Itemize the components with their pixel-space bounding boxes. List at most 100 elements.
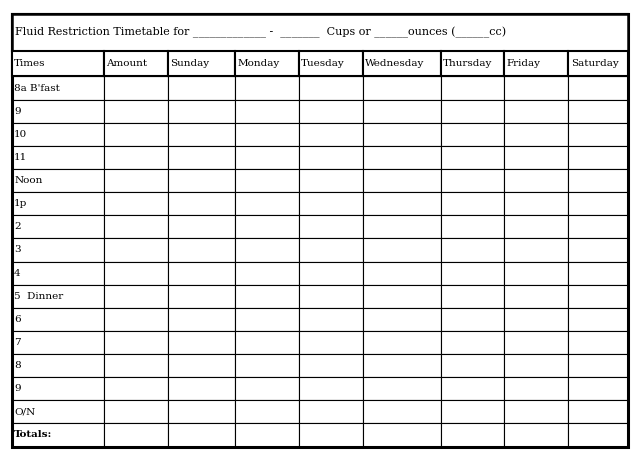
Text: 5  Dinner: 5 Dinner <box>14 292 63 301</box>
Bar <box>168 100 235 123</box>
Bar <box>168 354 235 377</box>
Bar <box>568 285 628 308</box>
Bar <box>568 100 628 123</box>
Bar <box>299 50 362 76</box>
Bar <box>104 239 168 262</box>
Bar <box>235 50 299 76</box>
Bar <box>362 76 440 100</box>
Bar <box>104 169 168 192</box>
Bar <box>235 400 299 424</box>
Text: 9: 9 <box>14 107 20 116</box>
Bar <box>568 215 628 239</box>
Bar <box>504 400 568 424</box>
Text: 9: 9 <box>14 384 20 393</box>
Bar <box>299 123 362 146</box>
Bar <box>504 192 568 215</box>
Bar <box>104 192 168 215</box>
Text: Thursday: Thursday <box>443 59 493 68</box>
Bar <box>104 76 168 100</box>
Text: 7: 7 <box>14 338 20 347</box>
Text: Totals:: Totals: <box>14 431 52 440</box>
Bar <box>504 50 568 76</box>
Bar <box>440 377 504 400</box>
Bar <box>362 331 440 354</box>
Bar <box>568 262 628 285</box>
Bar <box>362 146 440 169</box>
Bar <box>299 354 362 377</box>
Bar <box>12 285 104 308</box>
Bar <box>12 239 104 262</box>
Bar <box>235 100 299 123</box>
Bar <box>440 331 504 354</box>
Bar <box>299 308 362 331</box>
Bar <box>504 215 568 239</box>
Bar <box>362 192 440 215</box>
Bar <box>168 377 235 400</box>
Bar <box>440 50 504 76</box>
Bar <box>440 285 504 308</box>
Bar <box>104 50 168 76</box>
Bar <box>299 262 362 285</box>
Bar <box>168 192 235 215</box>
Bar <box>504 169 568 192</box>
Bar <box>299 331 362 354</box>
Bar <box>12 331 104 354</box>
Bar <box>12 400 104 424</box>
Bar <box>440 215 504 239</box>
Bar <box>168 76 235 100</box>
Bar <box>440 308 504 331</box>
Bar <box>168 424 235 447</box>
Bar <box>504 331 568 354</box>
Bar <box>299 400 362 424</box>
Bar <box>168 239 235 262</box>
Bar <box>440 239 504 262</box>
Bar <box>440 400 504 424</box>
Bar <box>504 354 568 377</box>
Text: Tuesday: Tuesday <box>301 59 345 68</box>
Bar <box>168 146 235 169</box>
Bar <box>362 377 440 400</box>
Bar <box>104 308 168 331</box>
Bar <box>235 239 299 262</box>
Bar <box>362 169 440 192</box>
Bar <box>12 424 104 447</box>
Bar <box>568 239 628 262</box>
Bar <box>362 262 440 285</box>
Bar <box>504 76 568 100</box>
Text: O/N: O/N <box>14 407 35 416</box>
Bar <box>12 377 104 400</box>
Bar <box>104 100 168 123</box>
Bar <box>104 400 168 424</box>
Bar <box>440 76 504 100</box>
Bar <box>568 424 628 447</box>
Bar <box>504 285 568 308</box>
Text: Friday: Friday <box>507 59 541 68</box>
Bar <box>104 146 168 169</box>
Bar <box>440 262 504 285</box>
Text: 3: 3 <box>14 245 20 255</box>
Bar <box>440 146 504 169</box>
Bar <box>235 76 299 100</box>
Bar <box>104 331 168 354</box>
Bar <box>299 377 362 400</box>
Bar <box>568 50 628 76</box>
Bar <box>440 123 504 146</box>
Bar <box>568 76 628 100</box>
Bar <box>235 169 299 192</box>
Bar <box>362 50 440 76</box>
Bar <box>104 123 168 146</box>
Bar <box>568 50 628 76</box>
Bar <box>235 308 299 331</box>
Bar <box>12 14 628 50</box>
Text: Noon: Noon <box>14 176 42 185</box>
Bar <box>504 377 568 400</box>
Bar <box>504 424 568 447</box>
Bar <box>104 285 168 308</box>
Bar <box>504 308 568 331</box>
Bar <box>440 50 504 76</box>
Bar <box>504 239 568 262</box>
Bar <box>235 424 299 447</box>
Bar <box>12 215 104 239</box>
Bar <box>568 192 628 215</box>
Bar <box>235 354 299 377</box>
